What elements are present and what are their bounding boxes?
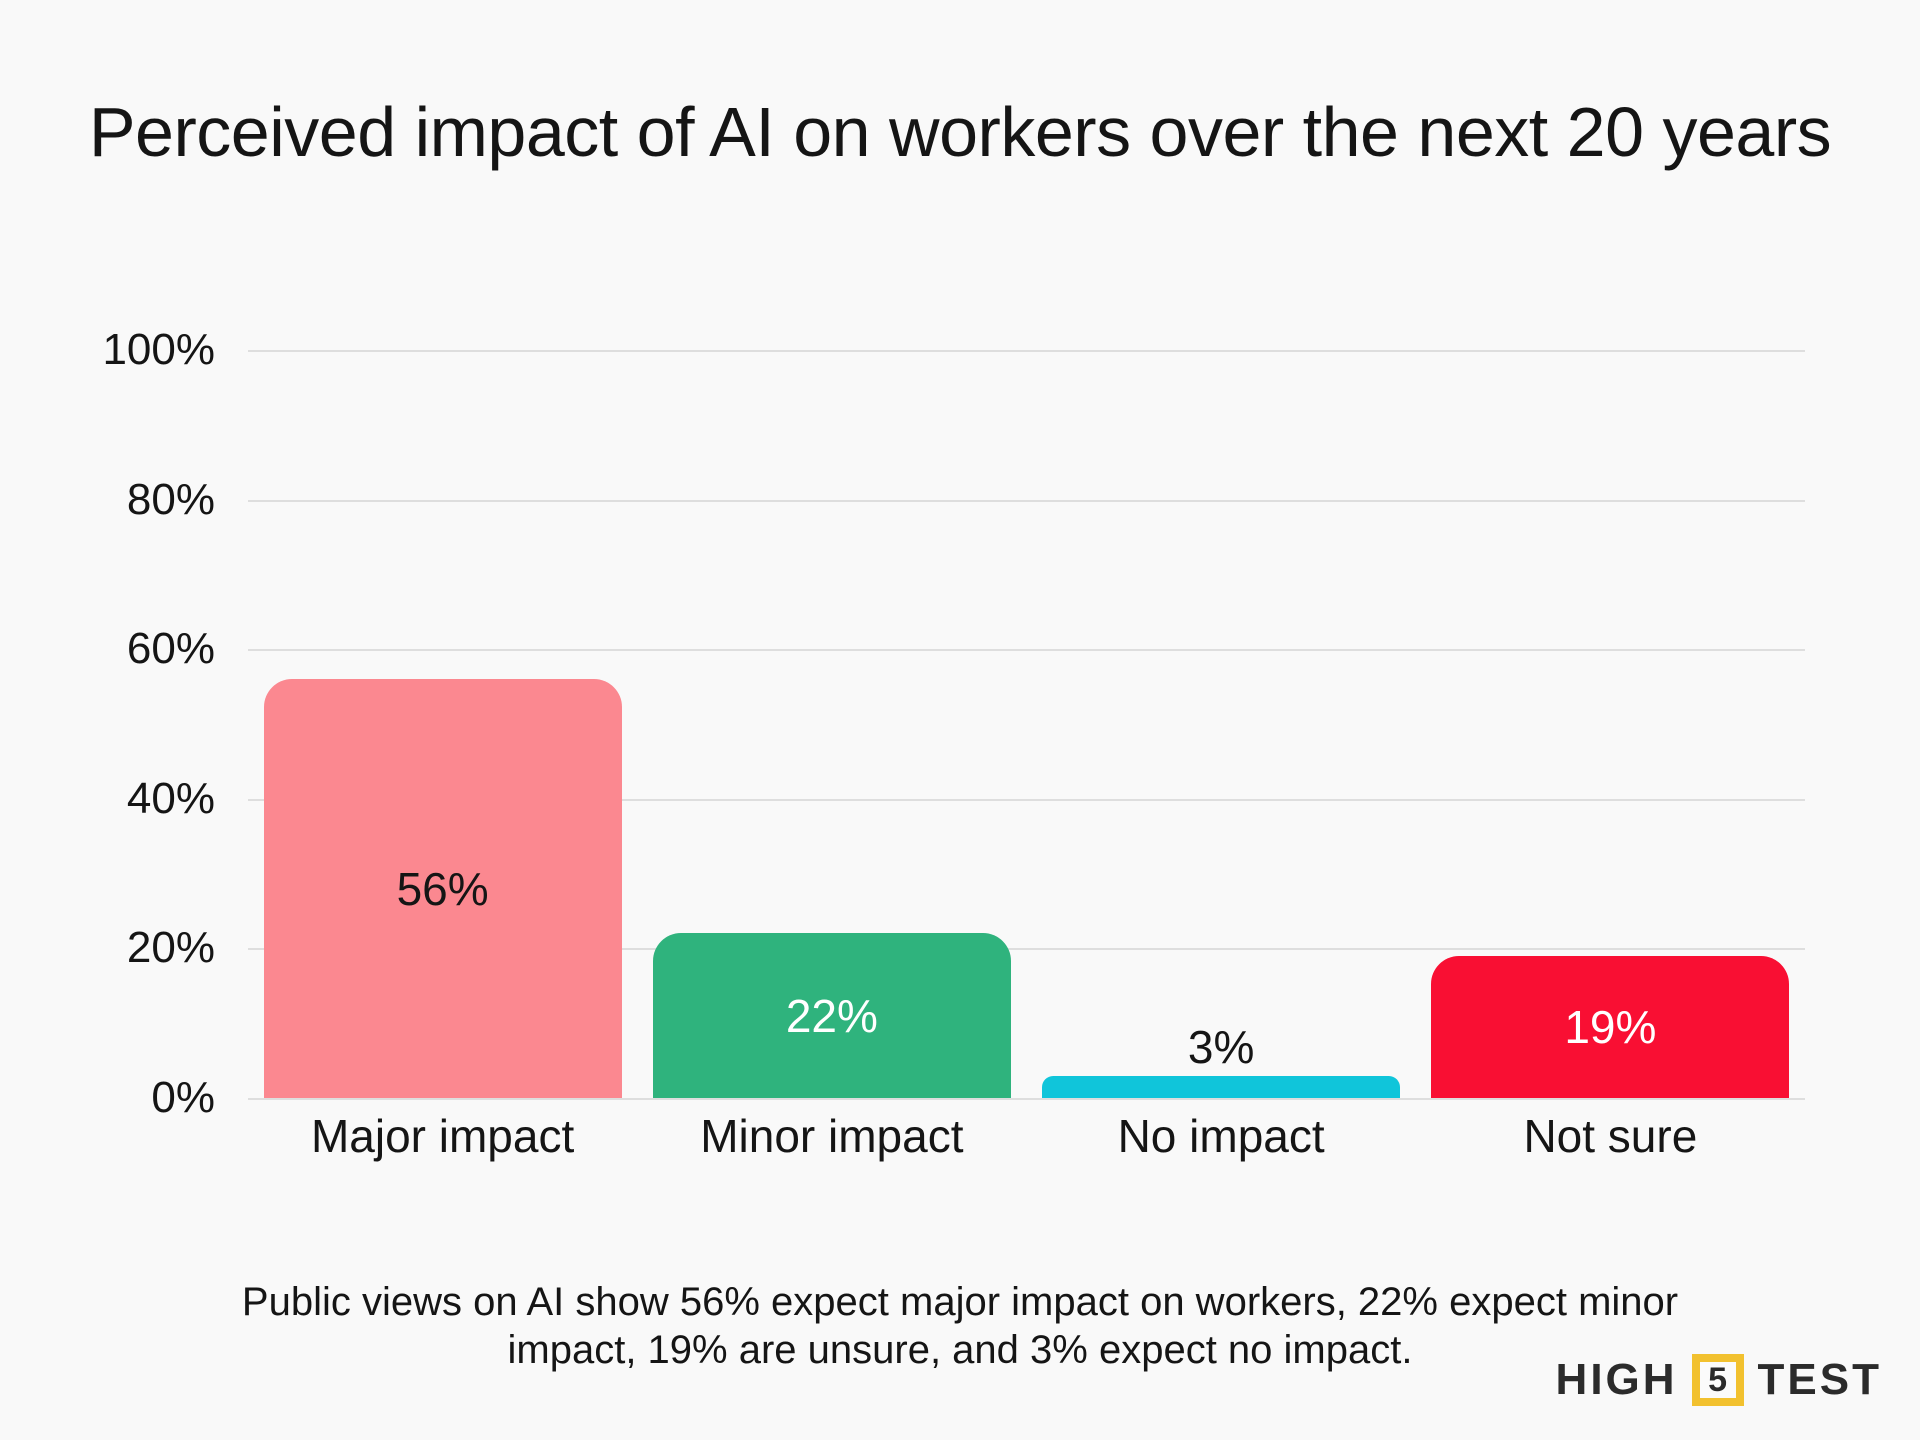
chart-title: Perceived impact of AI on workers over t… [88,92,1832,171]
plot-area: 56% 22% 3% 19% [248,350,1805,1100]
x-tick-label: Not sure [1523,1110,1698,1162]
bar-value-label: 22% [785,989,878,1042]
grid-line [248,649,1805,652]
x-tick-label: Major impact [310,1110,575,1162]
y-tick-label: 60% [126,624,215,674]
logo-number-five: 5 [1708,1361,1727,1399]
bar-minor-impact [652,933,1011,1098]
bar-not-sure [1431,955,1790,1098]
y-tick-label: 20% [126,923,215,973]
chart-caption: Public views on AI show 56% expect major… [241,1280,1679,1372]
y-tick-label: 0% [151,1073,215,1122]
y-tick-label: 80% [126,474,215,524]
grid-line [248,499,1805,502]
high5test-logo: HIGH 5 TEST [1556,1354,1882,1406]
x-tick-label: No impact [1117,1110,1325,1162]
x-tick-label: Minor impact [700,1110,964,1162]
grid-line [248,350,1805,352]
grid-line [248,1098,1805,1100]
y-tick-label: 100% [102,325,215,374]
logo-word-high: HIGH [1555,1355,1678,1404]
logo-five-box-icon: 5 [1691,1354,1744,1406]
bar-value-label: 19% [1564,1000,1657,1053]
logo-word-test: TEST [1757,1355,1882,1404]
bar-value-label: 3% [1187,1020,1255,1073]
y-axis: 0% 20% 40% 60% 80% 100% [0,325,215,1122]
y-tick-label: 40% [126,773,215,823]
x-axis: Major impact Minor impact No impact Not sur… [248,1106,1805,1166]
bar-value-label: 56% [396,862,489,915]
grid-line [248,948,1805,951]
bar-no-impact [1042,1075,1401,1098]
grid-line [248,798,1805,801]
bar-major-impact [263,679,622,1098]
